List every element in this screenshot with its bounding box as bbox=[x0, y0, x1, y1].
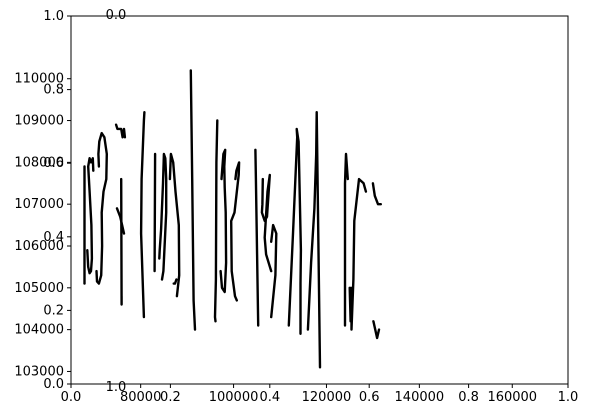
inner-y-tick-label: 105000 bbox=[14, 281, 64, 296]
inner-y-tick-label: 109000 bbox=[14, 114, 64, 129]
stroke-digit-1b bbox=[348, 177, 368, 331]
stroke-digit-9 bbox=[287, 127, 303, 335]
outer-x-tick-label: 0.8 bbox=[458, 390, 479, 405]
axes: 0.0 0.2 0.4 0.6 0.8 1.0 0.0 0.2 0.4 0.6 0.8 1.0 1030… bbox=[14, 9, 578, 405]
stray-top-tick-label: 0.0 bbox=[106, 8, 127, 23]
outer-x-tick-label: 1.0 bbox=[558, 390, 579, 405]
stroke-digit-6 bbox=[219, 148, 228, 294]
inner-y-tick-label: 110000 bbox=[14, 72, 64, 87]
stroke-digit-0b bbox=[343, 152, 349, 327]
inner-x-tick-label: 160000 bbox=[487, 390, 537, 405]
outer-y-tick-label: 0.6 bbox=[43, 156, 64, 171]
stray-bottom-tick-label: 1.0 bbox=[106, 380, 127, 395]
outer-x-tick-label: 0.6 bbox=[359, 390, 380, 405]
stroke-digit-7 bbox=[260, 173, 273, 273]
stroke-digit-7 bbox=[254, 148, 260, 327]
stroke-digit-5 bbox=[213, 119, 219, 323]
inner-y-tick-label: 107000 bbox=[14, 197, 64, 212]
inner-x-tick-label: 120000 bbox=[302, 390, 352, 405]
outer-y-tick-label: 0.8 bbox=[43, 83, 64, 98]
outer-y-tick-label: 0.0 bbox=[43, 377, 64, 392]
stroke-digit-8 bbox=[270, 223, 278, 319]
outer-x-tick-label: 0.0 bbox=[61, 390, 82, 405]
stroke-digit-4 bbox=[168, 152, 181, 298]
inner-y-tick-label: 106000 bbox=[14, 239, 64, 254]
inner-x-tick-label: 140000 bbox=[395, 390, 445, 405]
stroke-digit-5 bbox=[189, 69, 197, 331]
outer-x-tick-label: 0.2 bbox=[160, 390, 181, 405]
stroke-digit-4 bbox=[172, 278, 178, 285]
stroke-digit-6 bbox=[230, 161, 241, 302]
stroke-digit-2 bbox=[114, 123, 127, 139]
stroke-digit-9 bbox=[306, 111, 322, 369]
stroke-digit-2b bbox=[372, 320, 381, 340]
inner-x-tick-label: 80000 bbox=[120, 390, 161, 405]
stroke-digit-4 bbox=[158, 152, 168, 281]
outer-y-tick-label: 1.0 bbox=[43, 9, 64, 24]
outer-x-tick-label: 0.4 bbox=[259, 390, 280, 405]
drawn-strokes bbox=[83, 69, 382, 369]
inner-y-tick-label: 103000 bbox=[14, 364, 64, 379]
inner-y-tick-label: 108000 bbox=[14, 155, 64, 170]
stroke-digit-0 bbox=[86, 157, 95, 275]
outer-y-tick-label: 0.4 bbox=[43, 230, 64, 245]
stroke-digit-3 bbox=[139, 111, 146, 319]
outer-y-tick-label: 0.2 bbox=[43, 303, 64, 318]
inner-y-tick-label: 104000 bbox=[14, 323, 64, 338]
stroke-digit-1 bbox=[95, 131, 108, 285]
plot-frame bbox=[70, 15, 569, 385]
stroke-digit-3 bbox=[153, 152, 157, 273]
stroke-digit-2b bbox=[371, 182, 382, 206]
inner-x-tick-label: 100000 bbox=[209, 390, 259, 405]
